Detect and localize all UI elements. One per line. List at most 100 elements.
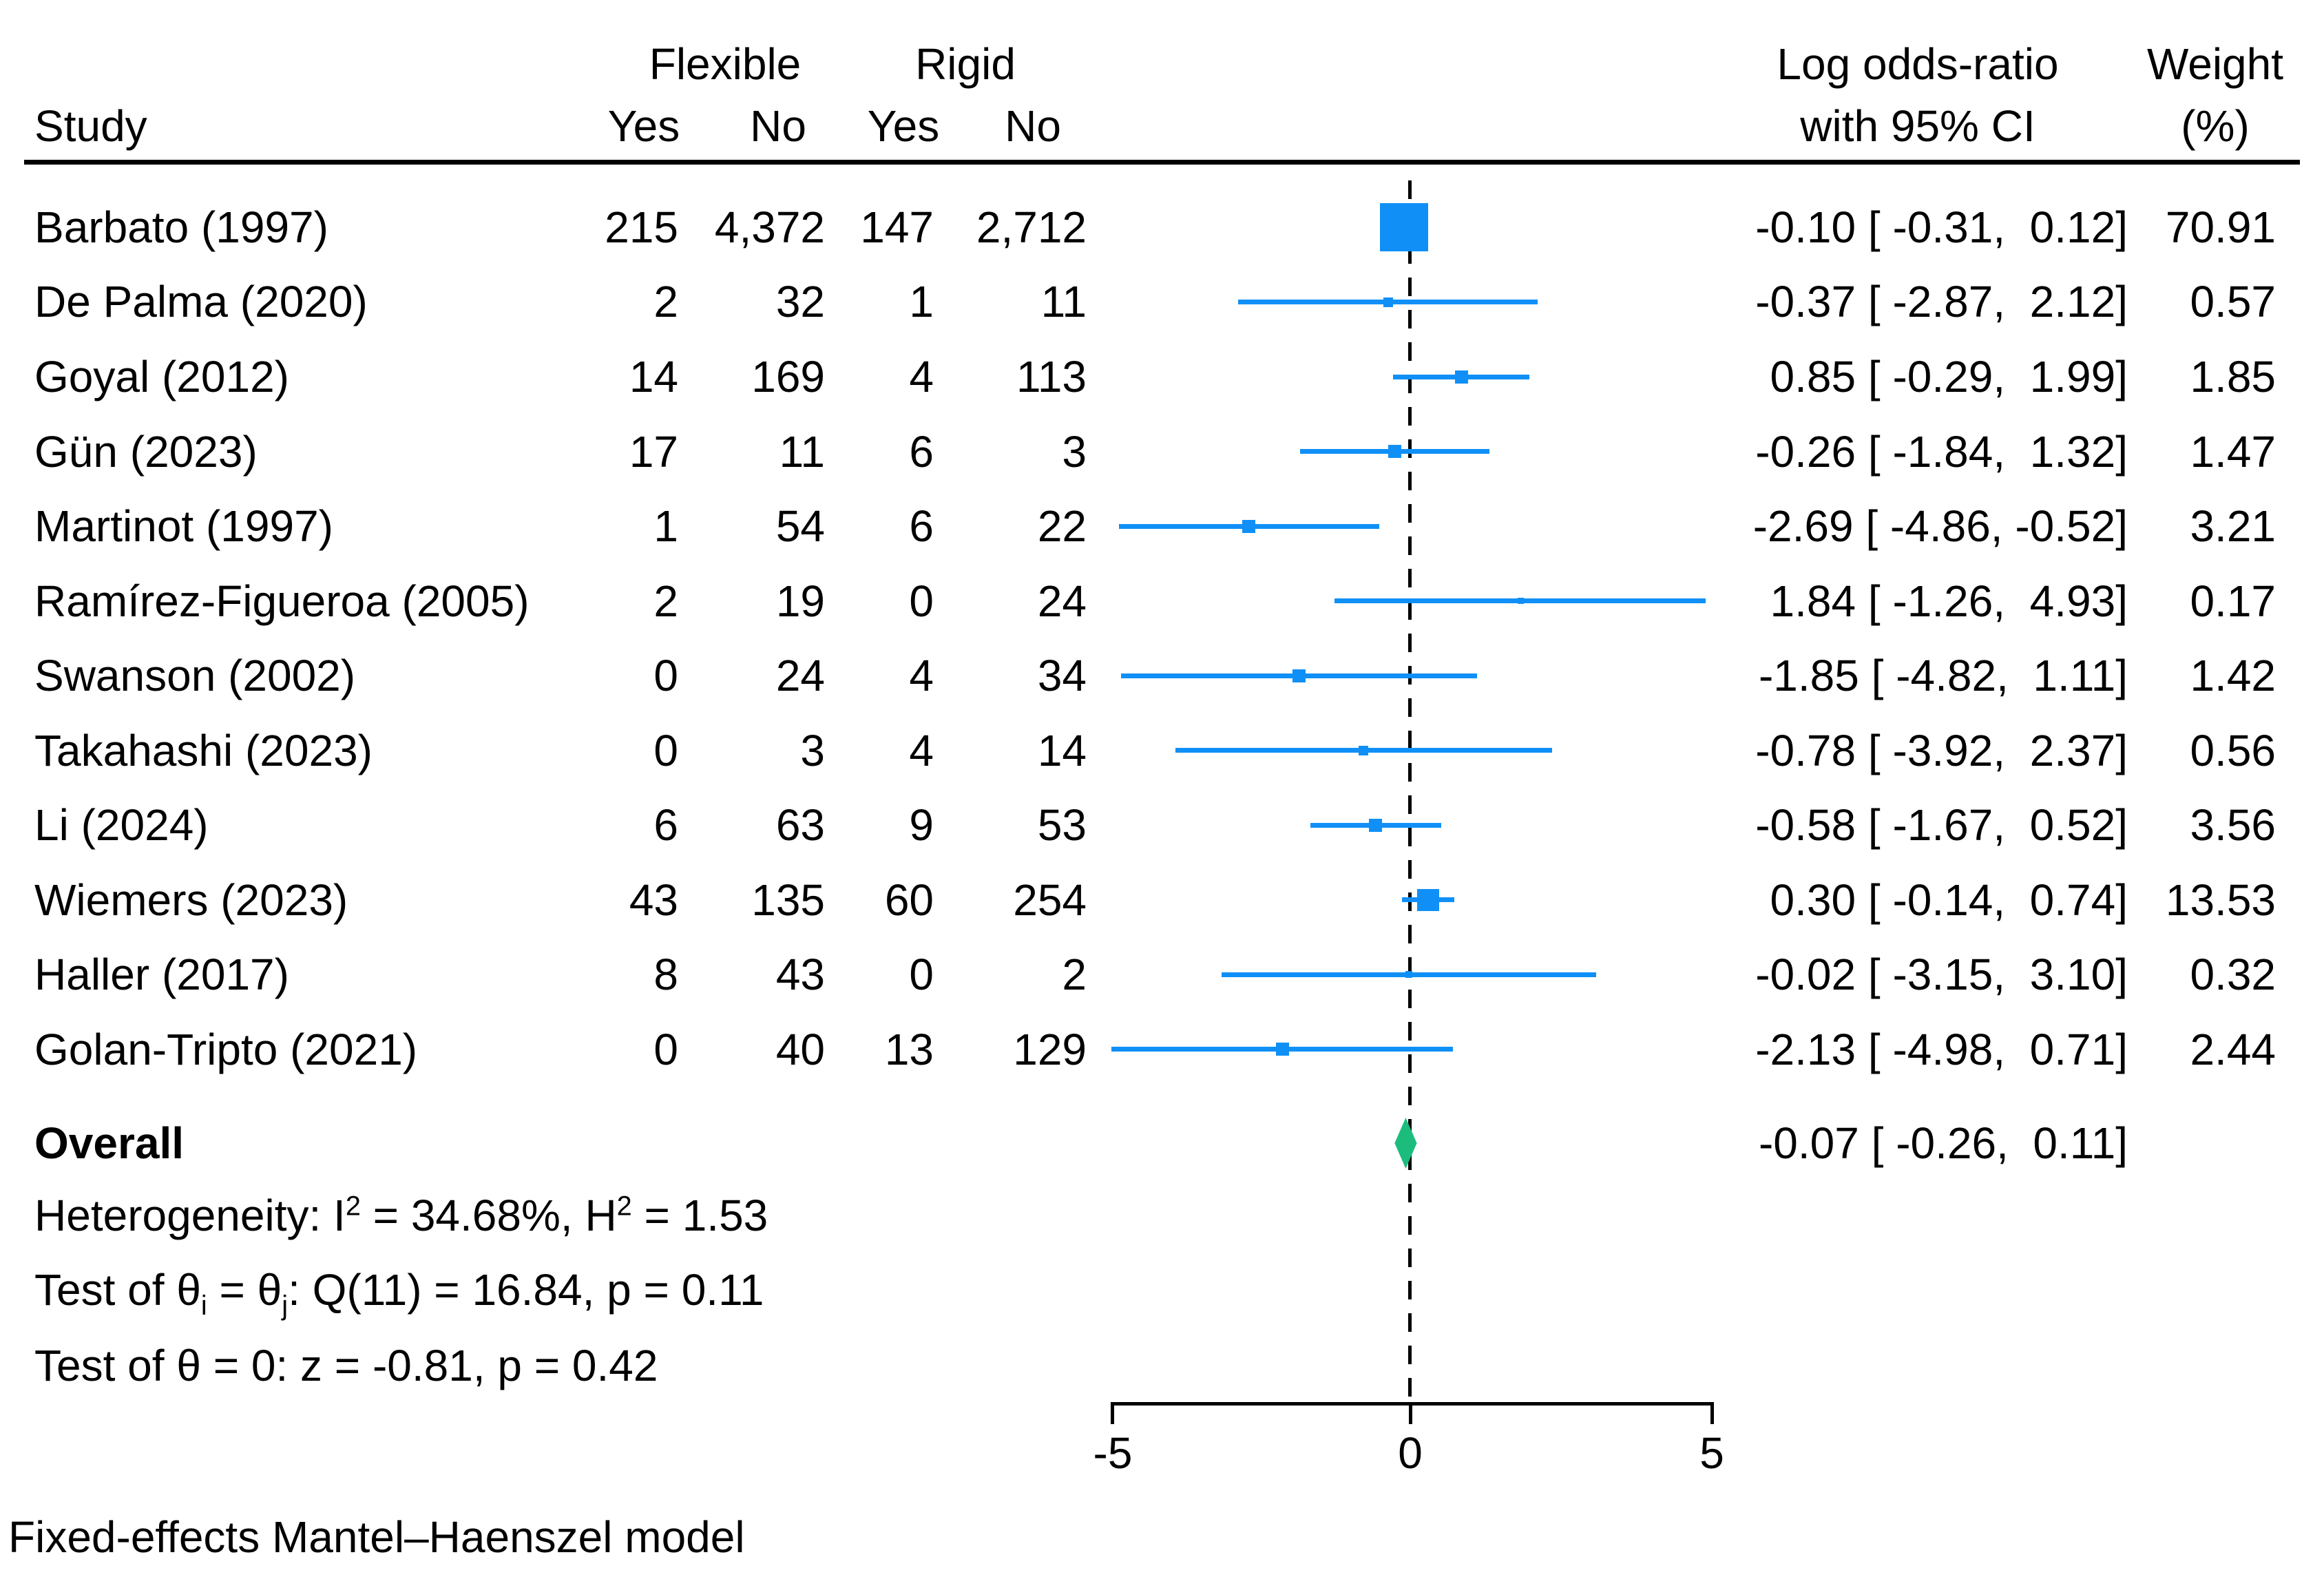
rigid-yes-count: 4 bbox=[909, 651, 934, 700]
effect-ci-value: -0.02 [ -3.15, 3.10] bbox=[1755, 950, 2128, 999]
header-divider bbox=[24, 160, 2300, 165]
study-name: Golan-Tripto (2021) bbox=[34, 1025, 418, 1074]
column-header-rigid-yes: Yes bbox=[867, 101, 940, 151]
rigid-no-count: 254 bbox=[1013, 875, 1087, 925]
rigid-yes-count: 13 bbox=[884, 1025, 934, 1074]
column-header-study: Study bbox=[34, 101, 147, 151]
flexible-no-count: 63 bbox=[775, 800, 825, 850]
study-name: Gün (2023) bbox=[34, 427, 258, 477]
heterogeneity-text: Heterogeneity: I2 = 34.68%, H2 = 1.53 bbox=[34, 1191, 768, 1240]
rigid-yes-count: 6 bbox=[909, 427, 934, 477]
rigid-no-count: 11 bbox=[1040, 277, 1087, 326]
effect-ci-value: -0.26 [ -1.84, 1.32] bbox=[1755, 427, 2128, 477]
study-name: Haller (2017) bbox=[34, 950, 289, 999]
study-name: Ramírez-Figueroa (2005) bbox=[34, 576, 530, 626]
weight-value: 3.56 bbox=[2190, 800, 2276, 850]
weight-value: 13.53 bbox=[2165, 875, 2276, 925]
flexible-no-count: 43 bbox=[775, 950, 825, 999]
weight-value: 0.57 bbox=[2190, 277, 2276, 326]
x-axis-tick-label: 5 bbox=[1699, 1428, 1724, 1478]
point-estimate-marker bbox=[1417, 888, 1440, 911]
model-footnote: Fixed-effects Mantel–Haenszel model bbox=[8, 1512, 745, 1562]
flexible-yes-count: 0 bbox=[653, 651, 678, 700]
overall-diamond bbox=[1394, 1118, 1417, 1169]
rigid-yes-count: 60 bbox=[884, 875, 934, 925]
flexible-no-count: 11 bbox=[779, 427, 825, 477]
rigid-no-count: 14 bbox=[1037, 726, 1087, 775]
study-name: Goyal (2012) bbox=[34, 352, 289, 401]
point-estimate-marker bbox=[1275, 1043, 1289, 1056]
flexible-yes-count: 6 bbox=[653, 800, 678, 850]
column-header-weight-line1: Weight bbox=[2146, 39, 2284, 89]
effect-ci-value: -0.78 [ -3.92, 2.37] bbox=[1755, 726, 2128, 775]
column-header-flexible-no: No bbox=[750, 101, 806, 151]
column-header-flexible: Flexible bbox=[649, 39, 802, 89]
rigid-no-count: 53 bbox=[1037, 800, 1087, 850]
x-axis-tick-label: 0 bbox=[1398, 1428, 1423, 1478]
flexible-no-count: 169 bbox=[751, 352, 825, 401]
flexible-yes-count: 1 bbox=[653, 501, 678, 551]
rigid-no-count: 34 bbox=[1037, 651, 1087, 700]
flexible-no-count: 3 bbox=[800, 726, 825, 775]
point-estimate-marker bbox=[1517, 598, 1524, 604]
weight-value: 0.32 bbox=[2190, 950, 2276, 999]
overall-label: Overall bbox=[34, 1118, 185, 1168]
effect-ci-value: 0.30 [ -0.14, 0.74] bbox=[1770, 875, 2128, 925]
rigid-yes-count: 4 bbox=[909, 726, 934, 775]
flexible-yes-count: 0 bbox=[653, 726, 678, 775]
test-z-text: Test of θ = 0: z = -0.81, p = 0.42 bbox=[34, 1341, 658, 1390]
flexible-no-count: 135 bbox=[751, 875, 825, 925]
rigid-no-count: 2 bbox=[1062, 950, 1087, 999]
point-estimate-marker bbox=[1242, 519, 1256, 533]
point-estimate-marker bbox=[1388, 445, 1401, 458]
rigid-no-count: 2,712 bbox=[976, 202, 1087, 252]
x-axis-line bbox=[1111, 1402, 1714, 1406]
study-name: Swanson (2002) bbox=[34, 651, 356, 700]
overall-ci-value: -0.07 [ -0.26, 0.11] bbox=[1758, 1118, 2128, 1168]
flexible-yes-count: 8 bbox=[653, 950, 678, 999]
study-name: Barbato (1997) bbox=[34, 202, 328, 252]
point-estimate-marker bbox=[1383, 297, 1393, 307]
flexible-yes-count: 43 bbox=[629, 875, 678, 925]
rigid-no-count: 22 bbox=[1037, 501, 1087, 551]
rigid-yes-count: 1 bbox=[909, 277, 934, 326]
weight-value: 0.56 bbox=[2190, 726, 2276, 775]
flexible-no-count: 40 bbox=[775, 1025, 825, 1074]
effect-ci-value: -0.10 [ -0.31, 0.12] bbox=[1755, 202, 2128, 252]
study-name: De Palma (2020) bbox=[34, 277, 368, 326]
flexible-yes-count: 215 bbox=[605, 202, 678, 252]
weight-value: 0.17 bbox=[2190, 576, 2276, 626]
flexible-yes-count: 14 bbox=[629, 352, 678, 401]
flexible-no-count: 19 bbox=[775, 576, 825, 626]
point-estimate-marker bbox=[1454, 370, 1468, 384]
effect-ci-value: -2.69 [ -4.86, -0.52] bbox=[1752, 501, 2128, 551]
flexible-yes-count: 2 bbox=[653, 277, 678, 326]
flexible-yes-count: 2 bbox=[653, 576, 678, 626]
rigid-yes-count: 0 bbox=[909, 950, 934, 999]
rigid-no-count: 3 bbox=[1062, 427, 1087, 477]
rigid-yes-count: 0 bbox=[909, 576, 934, 626]
rigid-yes-count: 6 bbox=[909, 501, 934, 551]
weight-value: 70.91 bbox=[2165, 202, 2276, 252]
x-axis-tick bbox=[1409, 1402, 1412, 1424]
study-name: Martinot (1997) bbox=[34, 501, 333, 551]
weight-value: 1.85 bbox=[2190, 352, 2276, 401]
effect-ci-value: 1.84 [ -1.26, 4.93] bbox=[1770, 576, 2128, 626]
x-axis-tick bbox=[1111, 1402, 1114, 1424]
flexible-yes-count: 17 bbox=[629, 427, 678, 477]
rigid-yes-count: 147 bbox=[860, 202, 934, 252]
zero-reference-line bbox=[1408, 180, 1412, 1405]
column-header-rigid: Rigid bbox=[915, 39, 1016, 89]
point-estimate-marker bbox=[1405, 971, 1413, 978]
effect-ci-value: 0.85 [ -0.29, 1.99] bbox=[1770, 352, 2128, 401]
rigid-yes-count: 4 bbox=[909, 352, 934, 401]
weight-value: 3.21 bbox=[2190, 501, 2276, 551]
point-estimate-marker bbox=[1368, 818, 1382, 832]
rigid-no-count: 129 bbox=[1013, 1025, 1087, 1074]
effect-ci-value: -1.85 [ -4.82, 1.11] bbox=[1758, 651, 2128, 700]
column-header-effect-line2: with 95% CI bbox=[1800, 101, 2035, 151]
flexible-no-count: 4,372 bbox=[714, 202, 825, 252]
point-estimate-marker bbox=[1359, 745, 1369, 755]
column-header-weight-line2: (%) bbox=[2181, 101, 2250, 151]
